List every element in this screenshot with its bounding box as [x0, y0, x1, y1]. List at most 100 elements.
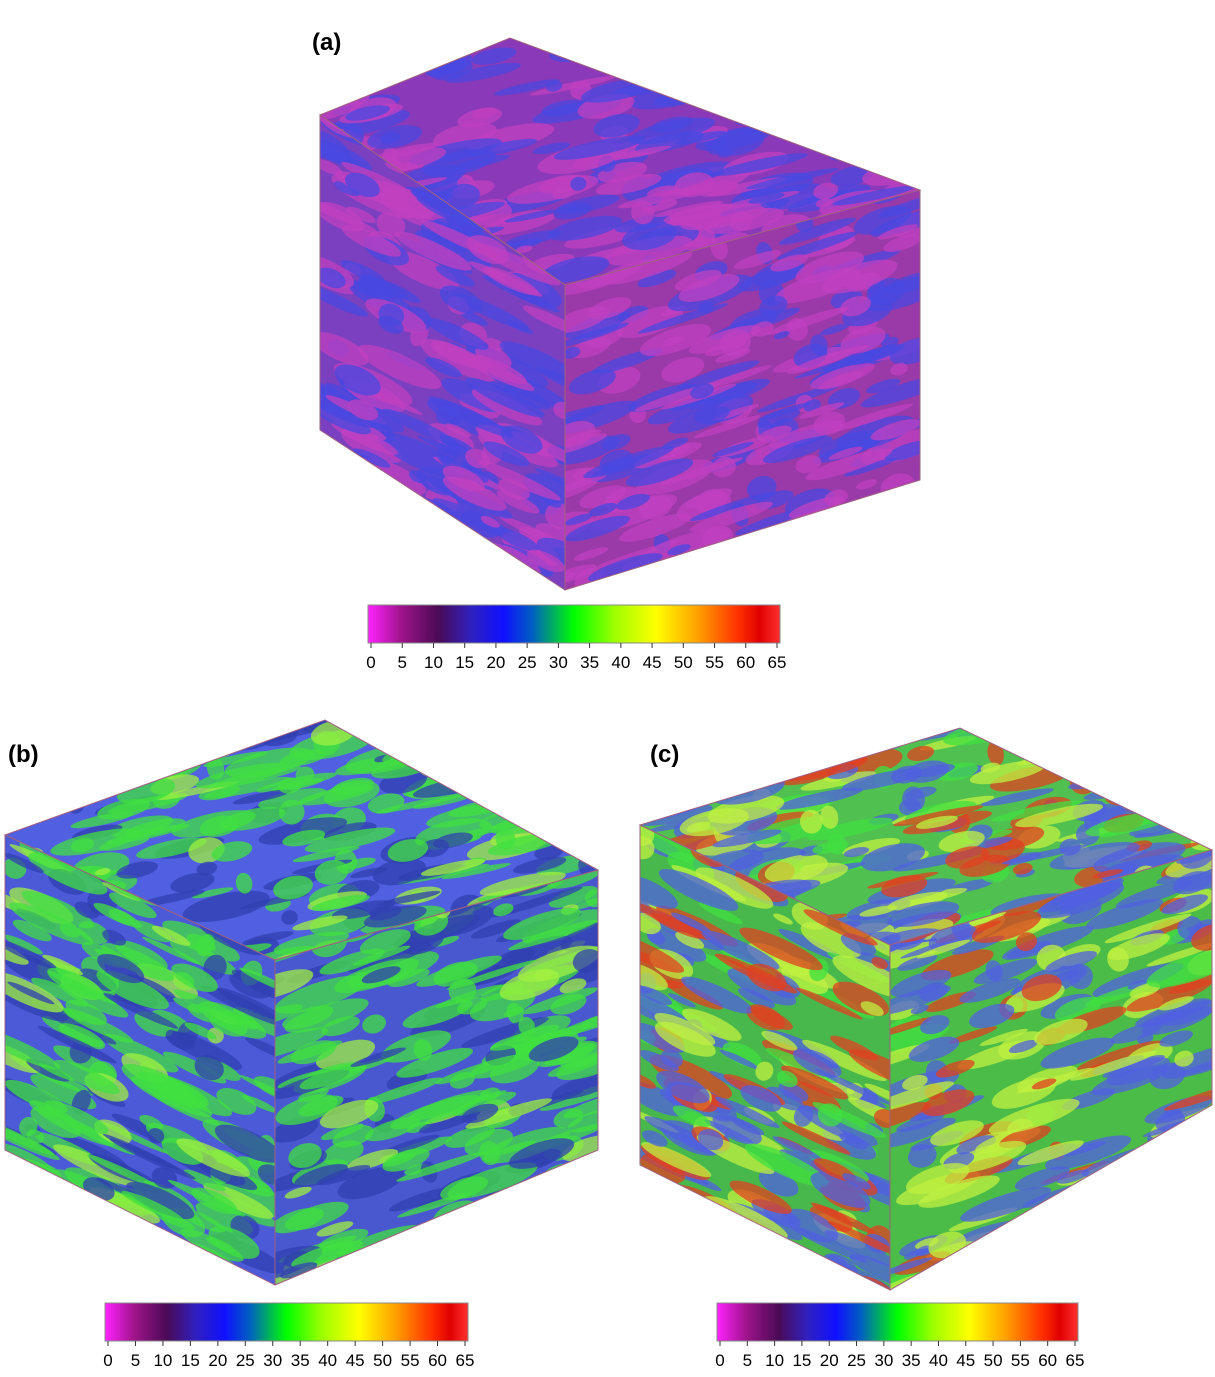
texture [387, 578, 420, 599]
texture [689, 1265, 735, 1302]
texture [1160, 757, 1215, 792]
texture [680, 745, 771, 782]
texture [240, 721, 269, 736]
texture [409, 535, 464, 571]
panel-label: (a) [312, 29, 341, 56]
texture [455, 729, 520, 766]
texture [713, 1243, 759, 1272]
texture [168, 751, 203, 765]
texture [1120, 780, 1164, 796]
texture [416, 1240, 448, 1266]
colorbar-tick-label: 0 [366, 653, 375, 672]
texture [692, 784, 718, 798]
texture [0, 764, 76, 805]
texture [429, 28, 452, 51]
texture [666, 1202, 721, 1240]
texture [1175, 721, 1211, 740]
texture [1162, 751, 1215, 780]
texture [556, 1225, 618, 1266]
panel-label: (b) [8, 741, 39, 768]
colorbar: 05101520253035404550556065 [103, 1303, 474, 1370]
texture [1024, 725, 1117, 758]
texture [297, 62, 345, 78]
texture [815, 732, 833, 743]
texture [633, 1220, 723, 1278]
colorbar-scale [368, 605, 780, 643]
texture [1097, 739, 1138, 765]
texture [829, 29, 917, 57]
texture [968, 1269, 998, 1299]
texture [620, 1184, 695, 1224]
texture [92, 740, 175, 781]
texture [430, 1247, 516, 1282]
panel-label: (c) [650, 741, 679, 768]
texture [834, 75, 930, 118]
texture [695, 768, 722, 796]
texture [30, 1176, 60, 1205]
texture [324, 491, 400, 544]
texture [1157, 1249, 1207, 1273]
texture [0, 767, 71, 791]
texture [705, 1252, 726, 1272]
texture [32, 1233, 93, 1269]
texture [1129, 1193, 1187, 1230]
texture [753, 526, 845, 576]
texture [855, 725, 891, 753]
texture [1100, 1184, 1184, 1231]
texture [468, 1238, 559, 1285]
texture [608, 1186, 692, 1238]
colorbar-tick-label: 45 [643, 653, 662, 672]
texture [1093, 1182, 1174, 1226]
colorbar-tick-label: 0 [103, 1351, 112, 1370]
texture [777, 75, 840, 103]
texture [619, 22, 667, 56]
texture [319, 501, 360, 528]
texture [806, 53, 887, 77]
texture [554, 803, 582, 818]
texture [870, 560, 922, 582]
texture [845, 732, 897, 749]
texture [443, 723, 487, 753]
texture [111, 1262, 162, 1291]
texture [374, 532, 450, 574]
colorbar-tick-label: 5 [397, 653, 406, 672]
texture [394, 1235, 441, 1263]
texture [604, 32, 633, 61]
texture [71, 1218, 141, 1263]
texture [650, 561, 672, 583]
colorbar-tick-label: 60 [1038, 1351, 1057, 1370]
texture [845, 511, 867, 532]
texture [534, 1263, 560, 1284]
texture [805, 52, 843, 78]
texture [410, 752, 460, 768]
texture [1134, 1157, 1187, 1189]
colorbar-tick-label: 35 [291, 1351, 310, 1370]
texture [774, 103, 871, 139]
colorbar-tick-label: 35 [580, 653, 599, 672]
texture [409, 564, 454, 590]
texture [56, 1247, 98, 1276]
texture [22, 1252, 103, 1306]
texture [135, 720, 164, 751]
texture [818, 59, 872, 83]
texture [46, 736, 69, 760]
texture [44, 719, 112, 754]
texture [904, 39, 930, 56]
texture [771, 535, 855, 574]
texture [201, 711, 230, 733]
texture [424, 1269, 451, 1294]
texture [781, 105, 835, 128]
texture [703, 36, 775, 66]
texture [141, 739, 167, 761]
texture [446, 46, 467, 58]
colorbar-tick-label: 5 [743, 1351, 752, 1370]
texture [1085, 718, 1147, 739]
texture [731, 21, 816, 62]
texture [154, 735, 220, 763]
texture [1112, 725, 1204, 767]
texture [414, 721, 507, 748]
colorbar-tick-label: 20 [820, 1351, 839, 1370]
texture [385, 39, 441, 63]
colorbar: 05101520253035404550556065 [366, 605, 786, 672]
texture [59, 735, 86, 763]
